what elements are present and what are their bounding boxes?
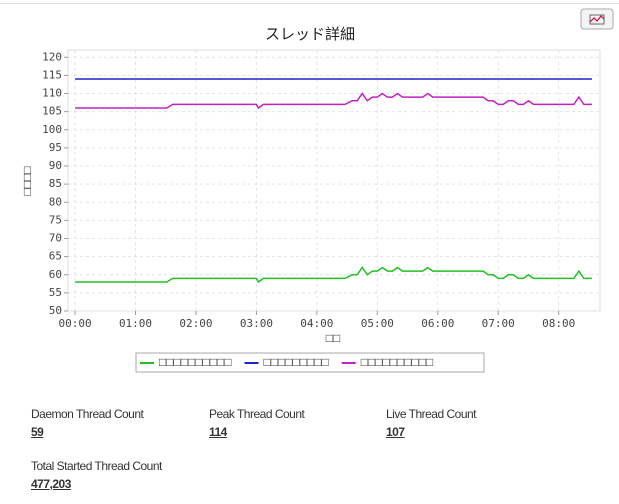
x-axis-label: □□ <box>326 331 341 345</box>
x-tick-label: 02:00 <box>179 317 212 330</box>
top-border <box>0 3 619 4</box>
x-tick-label: 01:00 <box>119 317 152 330</box>
y-tick-label: 90 <box>49 159 62 172</box>
y-tick-label: 110 <box>42 87 62 100</box>
y-tick-label: 105 <box>42 105 62 118</box>
stat-value[interactable]: 477,203 <box>31 477 71 491</box>
x-tick-label: 07:00 <box>482 317 515 330</box>
y-tick-label: 80 <box>49 195 62 208</box>
x-tick-label: 00:00 <box>58 317 91 330</box>
stat: Live Thread Count 107 <box>386 407 477 439</box>
stat-label: Live Thread Count <box>386 407 477 421</box>
stat-label: Total Started Thread Count <box>31 459 162 473</box>
chart-title: スレッド詳細 <box>265 25 355 43</box>
stat-value[interactable]: 114 <box>209 425 227 439</box>
x-tick-label: 08:00 <box>542 317 575 330</box>
y-axis-label: □□□□ <box>20 167 34 196</box>
y-tick-label: 55 <box>49 286 62 299</box>
y-tick-label: 95 <box>49 141 62 154</box>
y-tick-label: 70 <box>49 232 62 245</box>
y-tick-label: 65 <box>49 250 62 263</box>
stat: Daemon Thread Count 59 <box>31 407 144 439</box>
y-tick-label: 75 <box>49 213 62 226</box>
series-line <box>75 92 592 110</box>
y-tick-label: 85 <box>49 177 62 190</box>
chart: スレッド詳細 □□ □□□□ 50 55 60 65 70 75 80 85 90 95 100 10… <box>20 8 614 373</box>
stat-label: Daemon Thread Count <box>31 407 144 421</box>
x-tick-label: 03:00 <box>240 317 273 330</box>
y-tick-label: 60 <box>49 268 62 281</box>
stat-label: Peak Thread Count <box>209 407 305 421</box>
stat-value[interactable]: 107 <box>386 425 405 439</box>
stat: Peak Thread Count 114 <box>209 407 305 439</box>
x-tick-label: 06:00 <box>421 317 454 330</box>
legend <box>135 352 485 373</box>
y-tick-label: 115 <box>42 68 62 81</box>
stat-value[interactable]: 59 <box>31 425 44 439</box>
y-tick-label: 50 <box>49 304 62 317</box>
x-tick-label: 05:00 <box>361 317 394 330</box>
legend-label: □□□□□□□□□□ <box>361 355 433 369</box>
y-tick-label: 100 <box>42 123 62 136</box>
stat: Total Started Thread Count 477,203 <box>31 459 162 491</box>
chart-icon-button[interactable] <box>580 8 614 30</box>
x-tick-label: 04:00 <box>300 317 333 330</box>
legend-label: □□□□□□□□□ <box>263 355 328 369</box>
legend-label: □□□□□□□□□□ <box>159 355 231 369</box>
plot-area <box>67 49 601 312</box>
y-tick-label: 120 <box>42 50 62 63</box>
series-line <box>75 266 592 284</box>
